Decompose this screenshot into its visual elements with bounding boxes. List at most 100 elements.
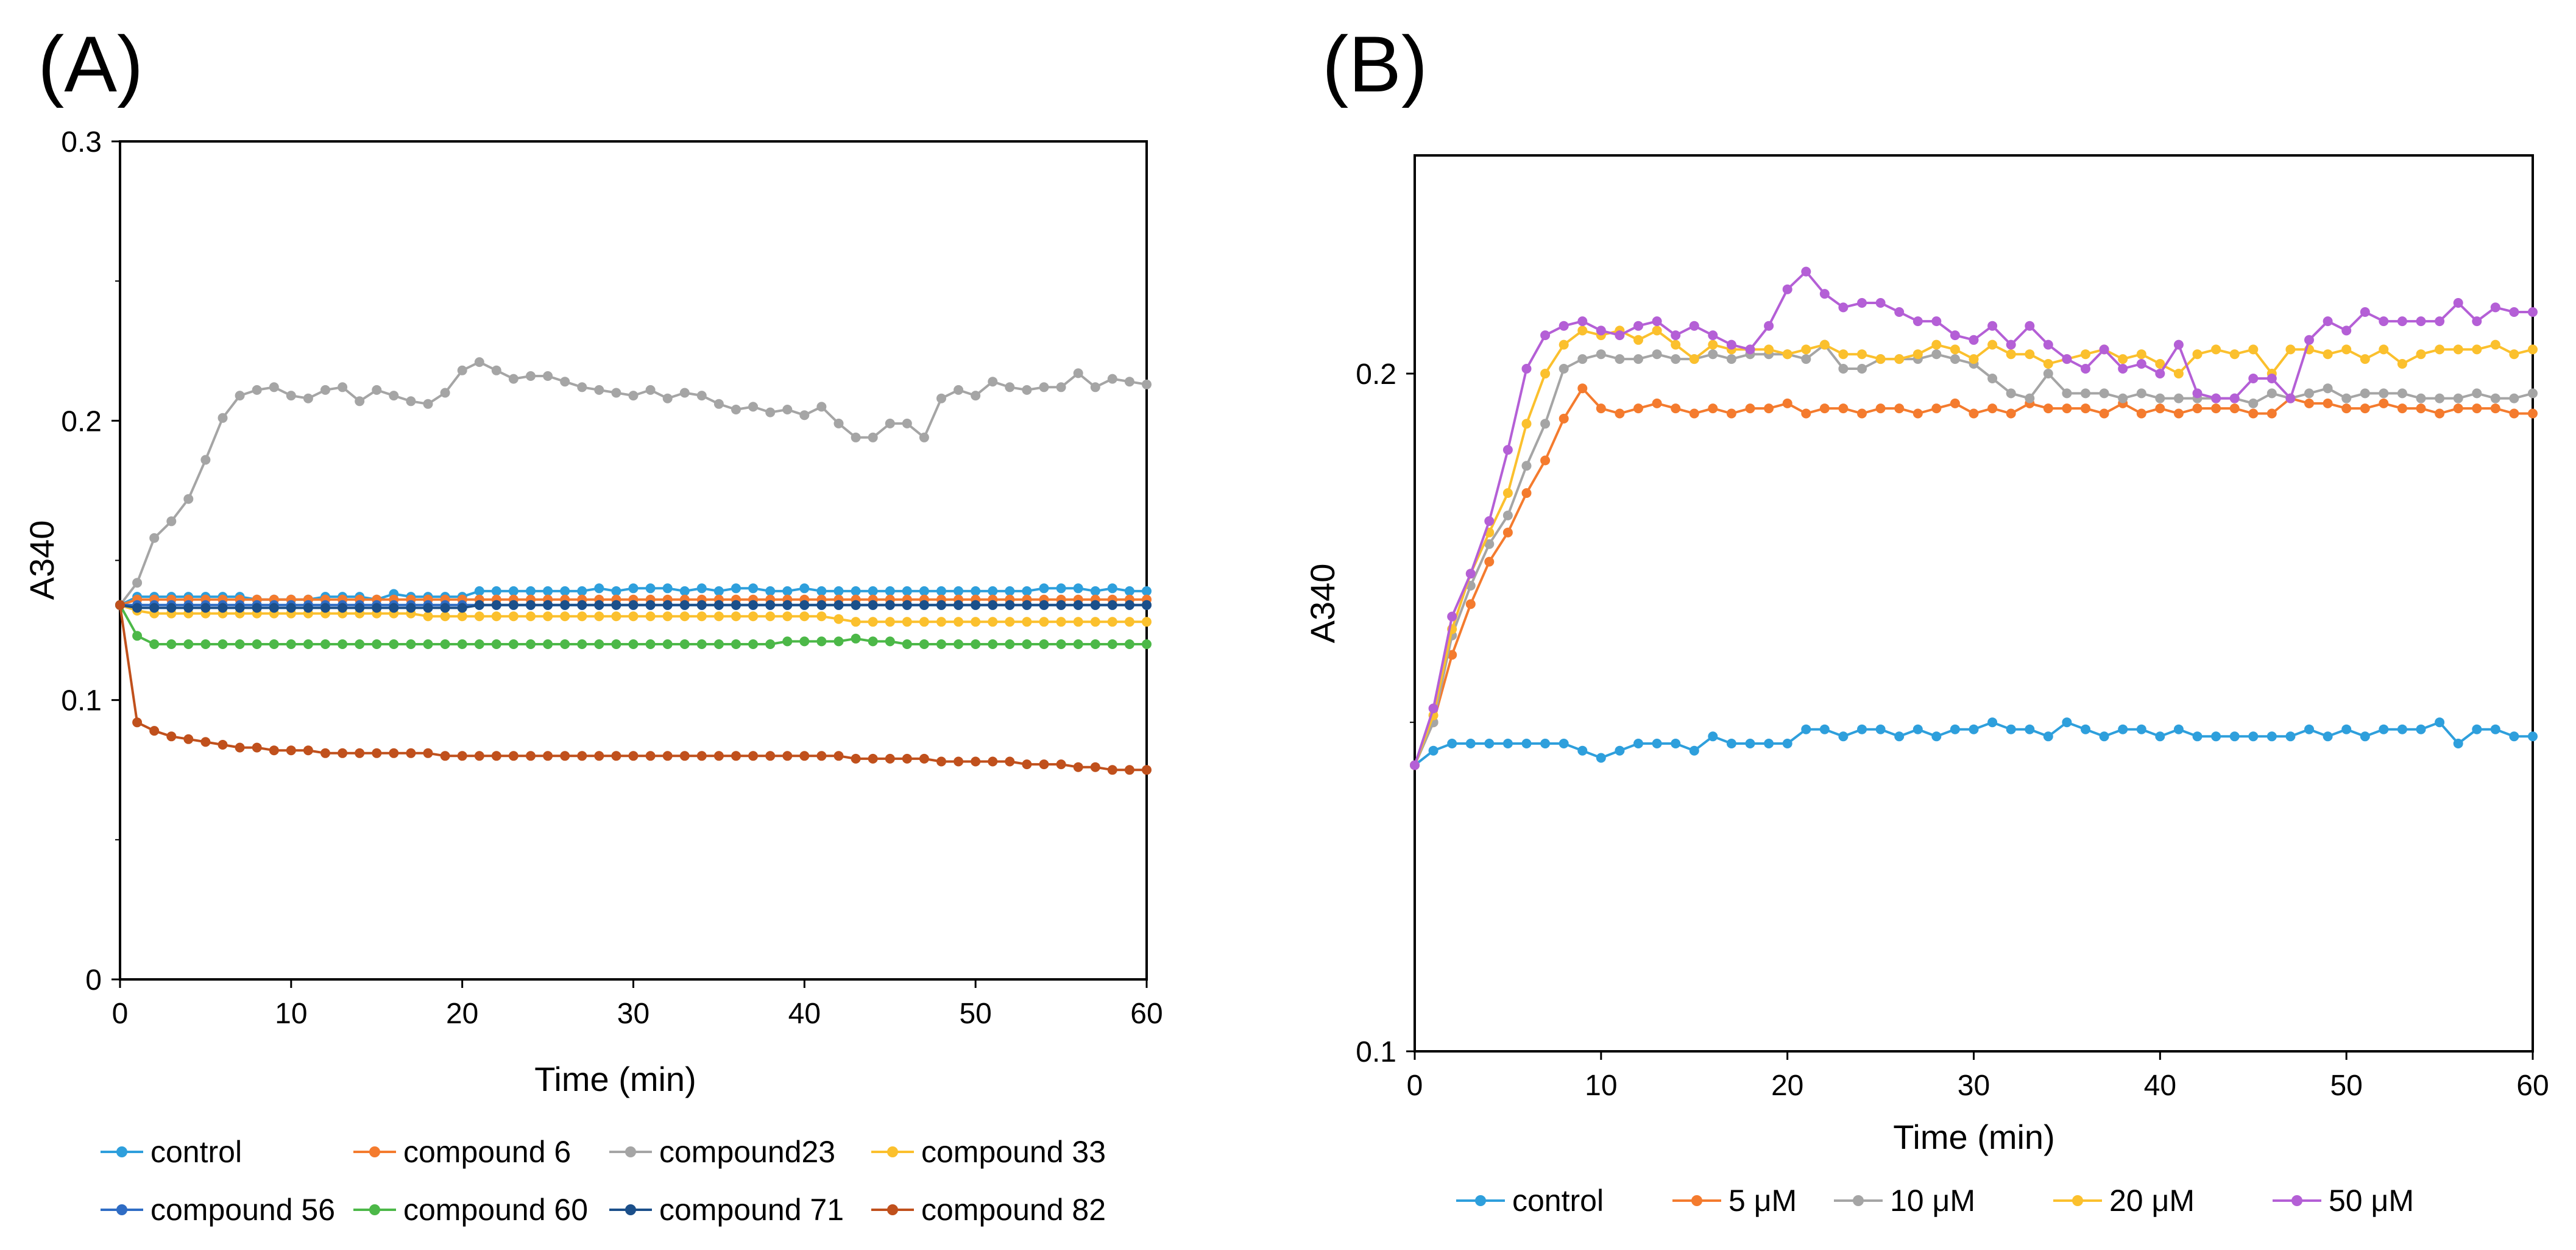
data-point bbox=[868, 617, 878, 627]
y-axis-title-b: A340 bbox=[1303, 564, 1342, 644]
data-point bbox=[320, 639, 330, 649]
legend-label: compound 71 bbox=[659, 1193, 844, 1227]
data-point bbox=[679, 586, 690, 596]
data-point bbox=[1689, 745, 1699, 756]
x-tick-label-b: 20 bbox=[1771, 1070, 1803, 1102]
legend-item-compound-82: compound 82 bbox=[871, 1193, 1106, 1227]
data-point bbox=[1819, 403, 1830, 414]
data-point bbox=[1671, 403, 1681, 414]
data-point bbox=[2453, 739, 2463, 748]
data-point bbox=[799, 410, 810, 421]
data-point bbox=[2006, 724, 2016, 734]
legend-label: 20 μM bbox=[2109, 1184, 2195, 1218]
data-point bbox=[1073, 762, 1083, 772]
data-point bbox=[1465, 739, 1476, 748]
data-point bbox=[2490, 339, 2500, 350]
legend-label: compound 60 bbox=[403, 1193, 588, 1227]
x-tick-label-a: 30 bbox=[617, 998, 649, 1030]
data-point bbox=[628, 583, 639, 594]
data-point bbox=[1726, 408, 1736, 419]
legend-item-10-m: 10 μM bbox=[1834, 1184, 1975, 1218]
data-point bbox=[954, 586, 964, 596]
data-point bbox=[936, 639, 946, 649]
data-point bbox=[269, 745, 279, 756]
data-point bbox=[2099, 408, 2109, 419]
data-point bbox=[526, 751, 536, 761]
data-point bbox=[423, 639, 433, 649]
data-point bbox=[1073, 368, 1083, 378]
y-tick-label-a: 0.3 bbox=[61, 126, 102, 158]
data-point bbox=[2323, 383, 2333, 394]
data-point bbox=[833, 600, 844, 610]
data-point bbox=[303, 393, 313, 403]
data-point bbox=[406, 639, 416, 649]
y-tick-label-a: 0.2 bbox=[61, 405, 102, 438]
legend-marker bbox=[2072, 1195, 2083, 1206]
data-point bbox=[389, 639, 399, 649]
data-point bbox=[833, 586, 844, 596]
data-point bbox=[713, 399, 724, 409]
data-point bbox=[2416, 393, 2426, 403]
data-point bbox=[1540, 455, 1551, 466]
data-point bbox=[1056, 759, 1066, 770]
x-tick-label-b: 10 bbox=[1585, 1070, 1617, 1102]
data-point bbox=[1107, 600, 1117, 610]
plot-area-b bbox=[1414, 154, 2534, 1053]
data-point bbox=[885, 586, 895, 596]
data-point bbox=[936, 393, 946, 403]
data-point bbox=[2341, 724, 2352, 734]
data-point bbox=[954, 617, 964, 627]
data-point bbox=[594, 385, 604, 395]
data-point bbox=[1022, 617, 1032, 627]
data-point bbox=[526, 600, 536, 610]
data-point bbox=[645, 639, 656, 649]
x-tick-label-a: 40 bbox=[788, 998, 821, 1030]
data-point bbox=[406, 748, 416, 758]
data-point bbox=[611, 388, 621, 398]
data-point bbox=[2323, 731, 2333, 742]
data-point bbox=[799, 611, 810, 622]
data-point bbox=[1090, 617, 1100, 627]
data-point bbox=[988, 756, 998, 767]
data-point bbox=[2211, 344, 2221, 355]
data-point bbox=[2173, 408, 2184, 419]
data-point bbox=[2360, 307, 2370, 317]
data-point bbox=[1969, 335, 1979, 345]
data-point bbox=[851, 432, 861, 442]
data-point bbox=[816, 611, 827, 622]
data-point bbox=[628, 751, 639, 761]
data-point bbox=[2490, 302, 2500, 313]
data-point bbox=[2323, 349, 2333, 360]
data-point bbox=[1726, 339, 1736, 350]
data-point bbox=[1124, 765, 1134, 775]
data-point bbox=[2043, 403, 2053, 414]
legend-marker bbox=[1475, 1195, 1486, 1206]
data-point bbox=[628, 391, 639, 401]
legend-marker bbox=[1691, 1195, 1702, 1206]
chart-b: Time (min) A340 0 10 20 30 40 50 60 0.1 0.2 con… bbox=[1303, 154, 2549, 1218]
data-point bbox=[885, 600, 895, 610]
data-point bbox=[679, 751, 690, 761]
data-point bbox=[1633, 403, 1643, 414]
series-line-5-m bbox=[1414, 387, 2533, 766]
data-point bbox=[816, 636, 827, 647]
legend-b: control 5 μM 10 μM 20 μM 50 μM bbox=[1456, 1184, 2414, 1218]
data-point bbox=[1782, 349, 1792, 360]
data-point bbox=[355, 639, 365, 649]
data-point bbox=[2323, 398, 2333, 408]
data-point bbox=[1633, 335, 1643, 345]
data-point bbox=[2081, 388, 2090, 399]
data-point bbox=[1689, 354, 1699, 364]
data-point bbox=[218, 639, 228, 649]
data-point bbox=[2416, 316, 2426, 327]
data-point bbox=[2416, 403, 2426, 414]
data-point bbox=[851, 600, 861, 610]
data-point bbox=[200, 455, 211, 465]
data-point bbox=[696, 583, 707, 594]
data-point bbox=[149, 639, 160, 649]
data-point bbox=[355, 748, 365, 758]
data-point bbox=[2304, 335, 2314, 345]
data-point bbox=[474, 611, 484, 622]
data-point bbox=[2341, 403, 2352, 414]
legend-item-compound-56: compound 56 bbox=[101, 1193, 335, 1227]
